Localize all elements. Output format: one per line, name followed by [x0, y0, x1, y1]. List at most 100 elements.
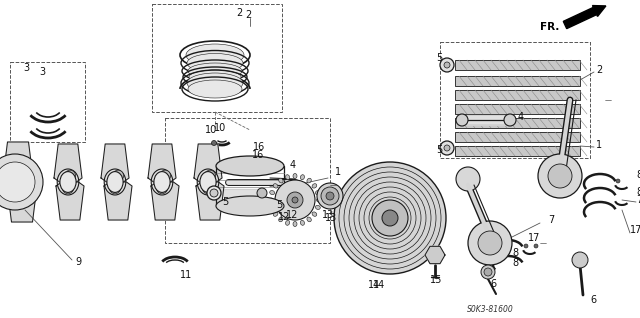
Ellipse shape	[316, 190, 320, 195]
Circle shape	[484, 268, 492, 276]
Text: 17: 17	[528, 233, 540, 243]
Circle shape	[478, 231, 502, 255]
Circle shape	[456, 167, 480, 191]
Text: 14: 14	[373, 280, 385, 290]
Text: 1: 1	[335, 167, 341, 177]
Text: 6: 6	[490, 279, 496, 289]
Circle shape	[254, 166, 262, 174]
Text: 9: 9	[75, 257, 81, 267]
Text: 3: 3	[23, 63, 29, 73]
Circle shape	[113, 170, 124, 181]
Polygon shape	[151, 182, 179, 220]
Circle shape	[444, 62, 450, 68]
Text: 7: 7	[636, 195, 640, 205]
Text: 3: 3	[39, 67, 45, 77]
Polygon shape	[148, 144, 176, 182]
Text: 8: 8	[512, 248, 518, 258]
Text: 8: 8	[636, 187, 640, 197]
Bar	[455, 132, 580, 142]
Ellipse shape	[307, 217, 311, 222]
Text: 13: 13	[325, 213, 337, 223]
Polygon shape	[425, 246, 445, 264]
Polygon shape	[104, 182, 132, 220]
Text: 10: 10	[214, 123, 227, 133]
Text: —: —	[540, 240, 547, 246]
Polygon shape	[3, 142, 33, 182]
Bar	[455, 90, 580, 100]
Ellipse shape	[273, 212, 278, 216]
Ellipse shape	[269, 198, 273, 202]
Circle shape	[440, 58, 454, 72]
Ellipse shape	[312, 184, 317, 188]
Ellipse shape	[154, 172, 170, 192]
Text: 8: 8	[512, 258, 518, 268]
Circle shape	[275, 180, 315, 220]
Ellipse shape	[187, 73, 243, 93]
Ellipse shape	[285, 175, 290, 180]
Circle shape	[16, 169, 28, 181]
Text: 13: 13	[322, 210, 334, 220]
Text: FR.: FR.	[540, 22, 559, 32]
Ellipse shape	[216, 156, 284, 176]
Circle shape	[287, 192, 303, 208]
Ellipse shape	[107, 172, 123, 192]
Text: 5: 5	[276, 200, 282, 210]
Text: 7: 7	[548, 215, 554, 225]
Circle shape	[211, 141, 216, 146]
Bar	[152, 4, 282, 112]
Polygon shape	[7, 182, 37, 222]
Ellipse shape	[257, 188, 267, 198]
Text: 2: 2	[236, 8, 243, 18]
Bar	[455, 146, 580, 156]
Text: S0K3-81600: S0K3-81600	[467, 306, 513, 315]
Circle shape	[382, 210, 398, 226]
Circle shape	[481, 265, 495, 279]
Ellipse shape	[293, 222, 297, 226]
Ellipse shape	[317, 183, 343, 209]
Text: 1: 1	[596, 140, 602, 150]
Polygon shape	[56, 182, 84, 220]
Text: 10: 10	[205, 125, 217, 135]
Bar	[455, 76, 580, 86]
Circle shape	[63, 183, 74, 194]
Polygon shape	[196, 182, 224, 220]
Ellipse shape	[300, 220, 305, 225]
Ellipse shape	[269, 190, 275, 195]
Bar	[165, 118, 330, 243]
Text: 17: 17	[630, 225, 640, 235]
Ellipse shape	[293, 174, 297, 178]
Circle shape	[202, 183, 214, 194]
Circle shape	[372, 200, 408, 236]
Ellipse shape	[321, 187, 339, 205]
Text: 2: 2	[596, 65, 602, 75]
Ellipse shape	[187, 53, 243, 73]
Ellipse shape	[57, 169, 79, 195]
Circle shape	[334, 162, 446, 274]
FancyArrow shape	[563, 5, 606, 29]
Bar	[10, 62, 85, 142]
Text: 12: 12	[278, 212, 291, 222]
Circle shape	[444, 145, 450, 151]
Ellipse shape	[316, 205, 320, 210]
Ellipse shape	[60, 172, 76, 192]
Polygon shape	[194, 144, 222, 182]
Ellipse shape	[312, 212, 317, 216]
Ellipse shape	[504, 114, 516, 126]
Circle shape	[156, 183, 168, 194]
Bar	[455, 60, 580, 70]
Circle shape	[548, 164, 572, 188]
Ellipse shape	[10, 168, 34, 196]
Text: 2: 2	[245, 10, 252, 20]
Ellipse shape	[188, 80, 242, 98]
Circle shape	[159, 170, 171, 181]
Text: 14: 14	[368, 280, 380, 290]
Circle shape	[0, 154, 43, 210]
Ellipse shape	[189, 70, 241, 84]
Text: 16: 16	[253, 142, 265, 152]
Circle shape	[616, 179, 620, 183]
Ellipse shape	[307, 178, 311, 183]
Text: —: —	[330, 182, 337, 188]
Ellipse shape	[188, 63, 242, 79]
Circle shape	[109, 183, 120, 194]
Ellipse shape	[104, 169, 126, 195]
